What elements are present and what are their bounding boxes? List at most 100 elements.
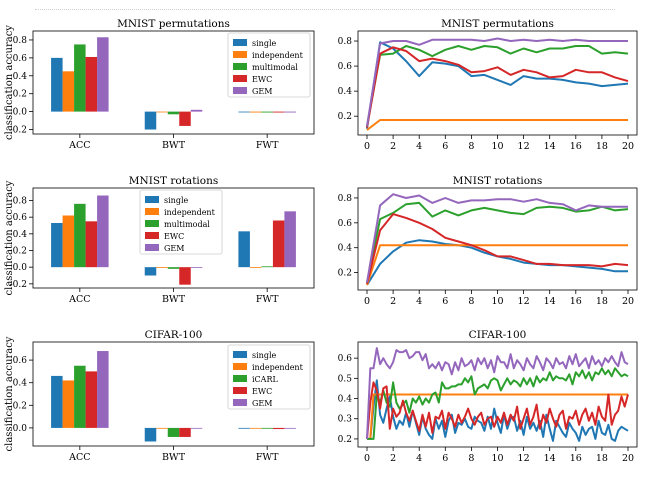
panel-3 [29,187,315,292]
x-tick-label: 2 [390,453,396,464]
legend-label: GEM [252,87,272,96]
bar-icarl-fwt [261,427,273,429]
panel-title: CIFAR-100 [469,329,527,341]
bar-gem-acc [97,351,109,428]
bar-ewc-bwt [179,111,191,126]
y-tick-label: 0.4 [13,379,28,389]
plot-frame [32,187,315,289]
x-tick-label: 20 [622,296,634,307]
y-tick-label: 0.0 [13,108,28,118]
x-tick-label: 16 [570,453,582,464]
legend-label: EWC [164,232,184,241]
bar-single-acc [51,57,63,112]
bar-single-fwt [238,111,250,113]
panel-title: CIFAR-100 [145,329,203,341]
line-ewc [366,46,629,128]
panel-title: MNIST rotations [129,175,219,187]
bar-single-acc [51,375,63,428]
legend-swatch [233,351,247,358]
legend-label: independent [252,363,304,372]
bar-single-bwt [144,427,157,442]
line-ewc [366,381,629,439]
bar-gem-bwt [190,109,203,112]
x-tick-label: 18 [596,141,608,152]
bar-single-fwt [238,231,250,268]
bar-ewc-bwt [179,427,191,437]
y-tick-label: 0.6 [338,62,353,72]
legend-swatch [233,87,247,94]
line-independent [366,119,628,131]
x-tick-label: 2 [390,141,396,152]
y-tick-label: 0.2 [338,112,352,122]
bar-gem-bwt [190,267,203,268]
x-tick-label: 4 [416,453,422,464]
y-tick-label: 0.0 [13,263,28,273]
bar-multimodal-bwt [167,111,180,115]
panel-title: MNIST permutations [117,18,230,30]
bar-ewc-acc [85,56,98,112]
bar-gem-acc [97,37,109,112]
line-single [366,41,629,129]
line-gem [366,193,628,283]
bar-ewc-fwt [272,220,285,268]
x-tick-label: 16 [570,296,582,307]
top-dotted-rule [35,9,615,10]
y-tick-label: 0.6 [13,356,28,366]
bar-ewc-acc [85,371,98,428]
bar-multimodal-acc [74,44,86,112]
legend-swatch [233,75,247,82]
legend-label: independent [252,51,304,60]
legend-box [227,344,311,410]
bar-multimodal-fwt [261,266,273,268]
y-tick-label: 0.8 [338,37,353,47]
plot-frame [357,187,638,291]
bar-single-acc [51,223,63,268]
line-gem [366,37,628,127]
x-tick-label: 16 [570,141,582,152]
legend-box [139,189,223,255]
x-tick-label: 20 [622,141,634,152]
legend-swatch [233,399,247,406]
legend-box [227,32,311,98]
x-tick-label: 4 [416,296,422,307]
line-multimodal [366,201,629,283]
x-tick-label: 14 [544,296,556,307]
x-category-label: BWT [162,294,186,305]
bar-ewc-bwt [179,267,191,285]
y-tick-label: 0.8 [338,194,353,204]
x-tick-label: 0 [364,296,370,307]
x-tick-label: 18 [596,453,608,464]
legend-swatch [233,63,247,70]
panel-1 [29,30,315,138]
line-single [367,379,629,442]
bar-gem-fwt [284,427,296,429]
line-icarl [367,367,629,440]
line-gem [366,347,629,439]
y-tick-label: 0.4 [338,87,353,97]
panel-2 [354,30,638,139]
x-category-label: FWT [256,294,279,305]
bar-independent-fwt [249,267,262,268]
panel-6 [354,341,638,451]
x-tick-label: 6 [442,141,448,152]
bar-independent-acc [62,71,75,112]
bar-independent-acc [62,380,75,428]
panel-title: MNIST permutations [441,18,554,30]
legend-swatch [233,39,247,46]
legend-swatch [233,51,247,58]
y-tick-label: 0.2 [338,269,352,279]
legend-label: EWC [252,75,272,84]
y-tick-label: 0.8 [13,36,28,46]
x-category-label: FWT [256,140,279,151]
legend-label: GEM [164,244,184,253]
legend-swatch [145,208,159,215]
x-tick-label: 14 [544,453,556,464]
y-tick-label: 0.6 [13,213,28,223]
legend-swatch [145,232,159,239]
x-tick-label: 18 [596,296,608,307]
bar-independent-bwt [156,427,168,429]
y-tick-label: 0.0 [13,424,28,434]
legend-swatch [233,375,247,382]
bar-independent-bwt [156,111,168,113]
